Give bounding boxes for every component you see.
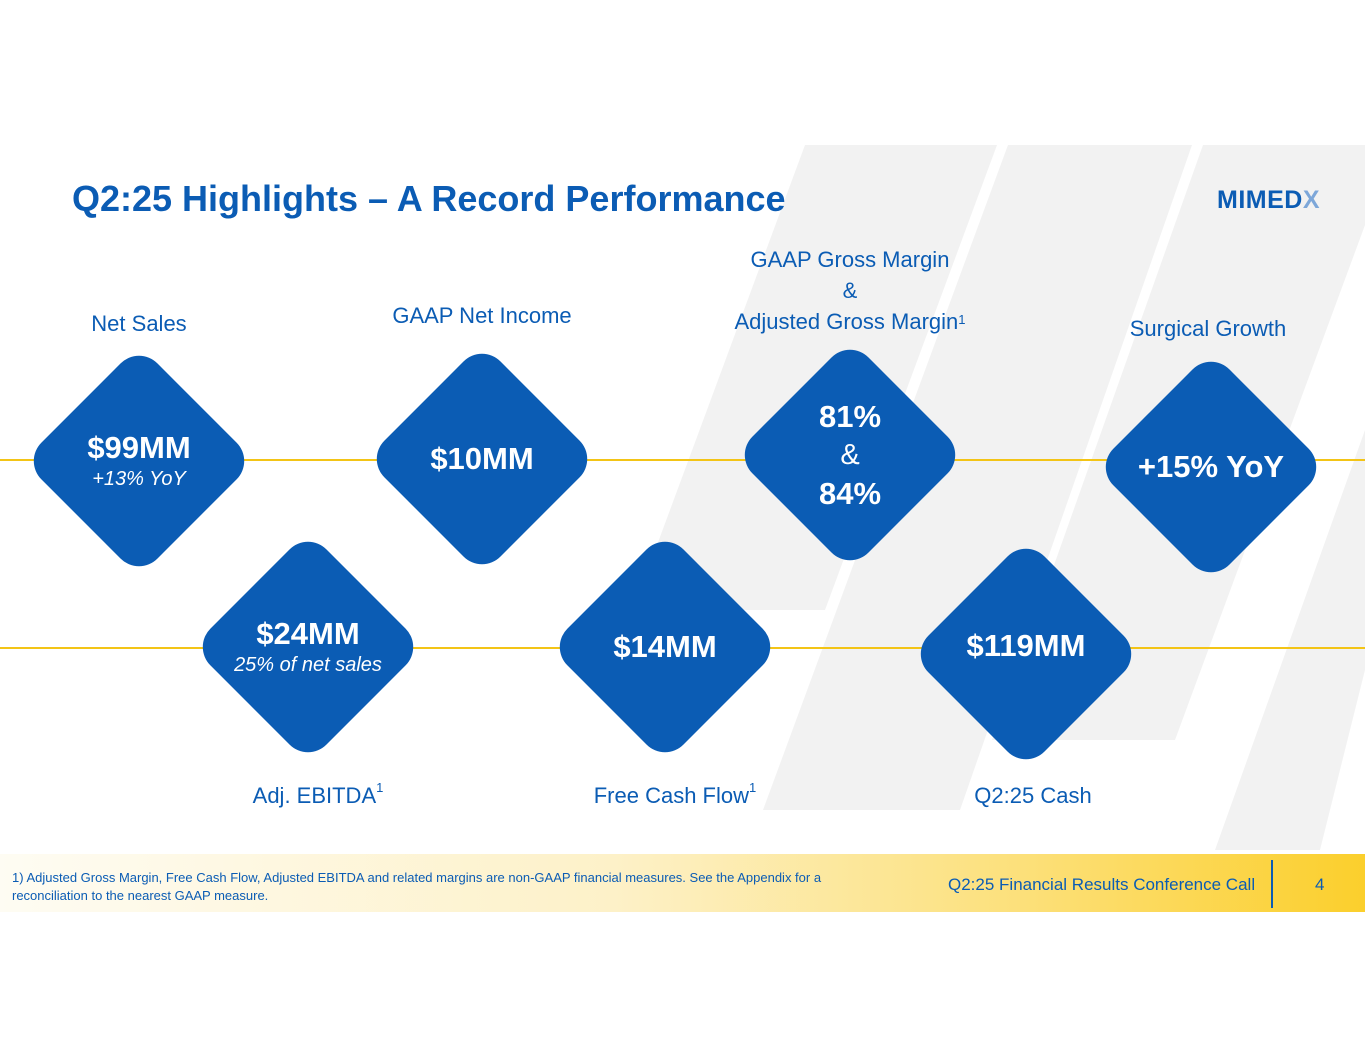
footnote-marker: 1 (958, 312, 966, 327)
surgical-growth-value: +15% YoY (1137, 449, 1285, 485)
gross-margin-amp: & (840, 438, 860, 471)
gaap-gross-margin-value: 81% (818, 398, 882, 434)
free-cash-flow-value: $14MM (613, 629, 717, 665)
surgical-growth-label: Surgical Growth (1129, 316, 1287, 341)
gaap-net-income-diamond: $10MM (366, 343, 598, 575)
gross-margin-label: GAAP Gross Margin & Adjusted Gross Margi… (700, 244, 1000, 337)
footnote-marker: 1 (376, 780, 384, 795)
mimedx-logo: MIMEDX (1217, 186, 1320, 215)
gaap-net-income-label: GAAP Net Income (392, 303, 572, 328)
adj-ebitda-label-text: Adj. EBITDA (252, 783, 377, 808)
adj-ebitda-label: Adj. EBITDA1 (208, 780, 428, 812)
footnote-marker: 1 (749, 780, 757, 795)
logo-x: X (1302, 186, 1321, 214)
adj-ebitda-diamond: $24MM 25% of net sales (192, 531, 424, 763)
cash-label: Q2:25 Cash (974, 783, 1092, 808)
free-cash-flow-label-text: Free Cash Flow (593, 783, 750, 808)
surgical-growth-diamond: +15% YoY (1095, 351, 1327, 583)
free-cash-flow-diamond: $14MM (549, 531, 781, 763)
net-sales-sub: +13% YoY (92, 468, 186, 491)
adj-ebitda-sub: 25% of net sales (234, 654, 382, 677)
net-sales-diamond: $99MM +13% YoY (23, 345, 255, 577)
page-title: Q2:25 Highlights – A Record Performance (72, 178, 786, 219)
footnote: 1) Adjusted Gross Margin, Free Cash Flow… (12, 870, 822, 903)
page-number: 4 (1315, 875, 1325, 894)
cash-value: $119MM (966, 628, 1086, 664)
conference-title: Q2:25 Financial Results Conference Call (948, 875, 1256, 894)
cash-diamond: $119MM (910, 538, 1142, 770)
gross-margin-label-line1: GAAP Gross Margin (750, 247, 950, 272)
footer-bar (0, 854, 1365, 912)
logo-text: MIMED (1217, 186, 1303, 214)
timeline-line-top (0, 459, 1365, 461)
gross-margin-label-amp: & (842, 278, 858, 303)
net-sales-label: Net Sales (91, 311, 187, 336)
gross-margin-label-line3: Adjusted Gross Margin (734, 309, 959, 334)
footer-divider (1271, 860, 1273, 908)
net-sales-value: $99MM (87, 429, 191, 465)
gross-margin-diamond: 81% & 84% (734, 339, 966, 571)
free-cash-flow-label: Free Cash Flow1 (555, 780, 795, 812)
gaap-net-income-value: $10MM (430, 441, 534, 477)
adj-ebitda-value: $24MM (256, 615, 360, 651)
adjusted-gross-margin-value: 84% (818, 476, 882, 512)
